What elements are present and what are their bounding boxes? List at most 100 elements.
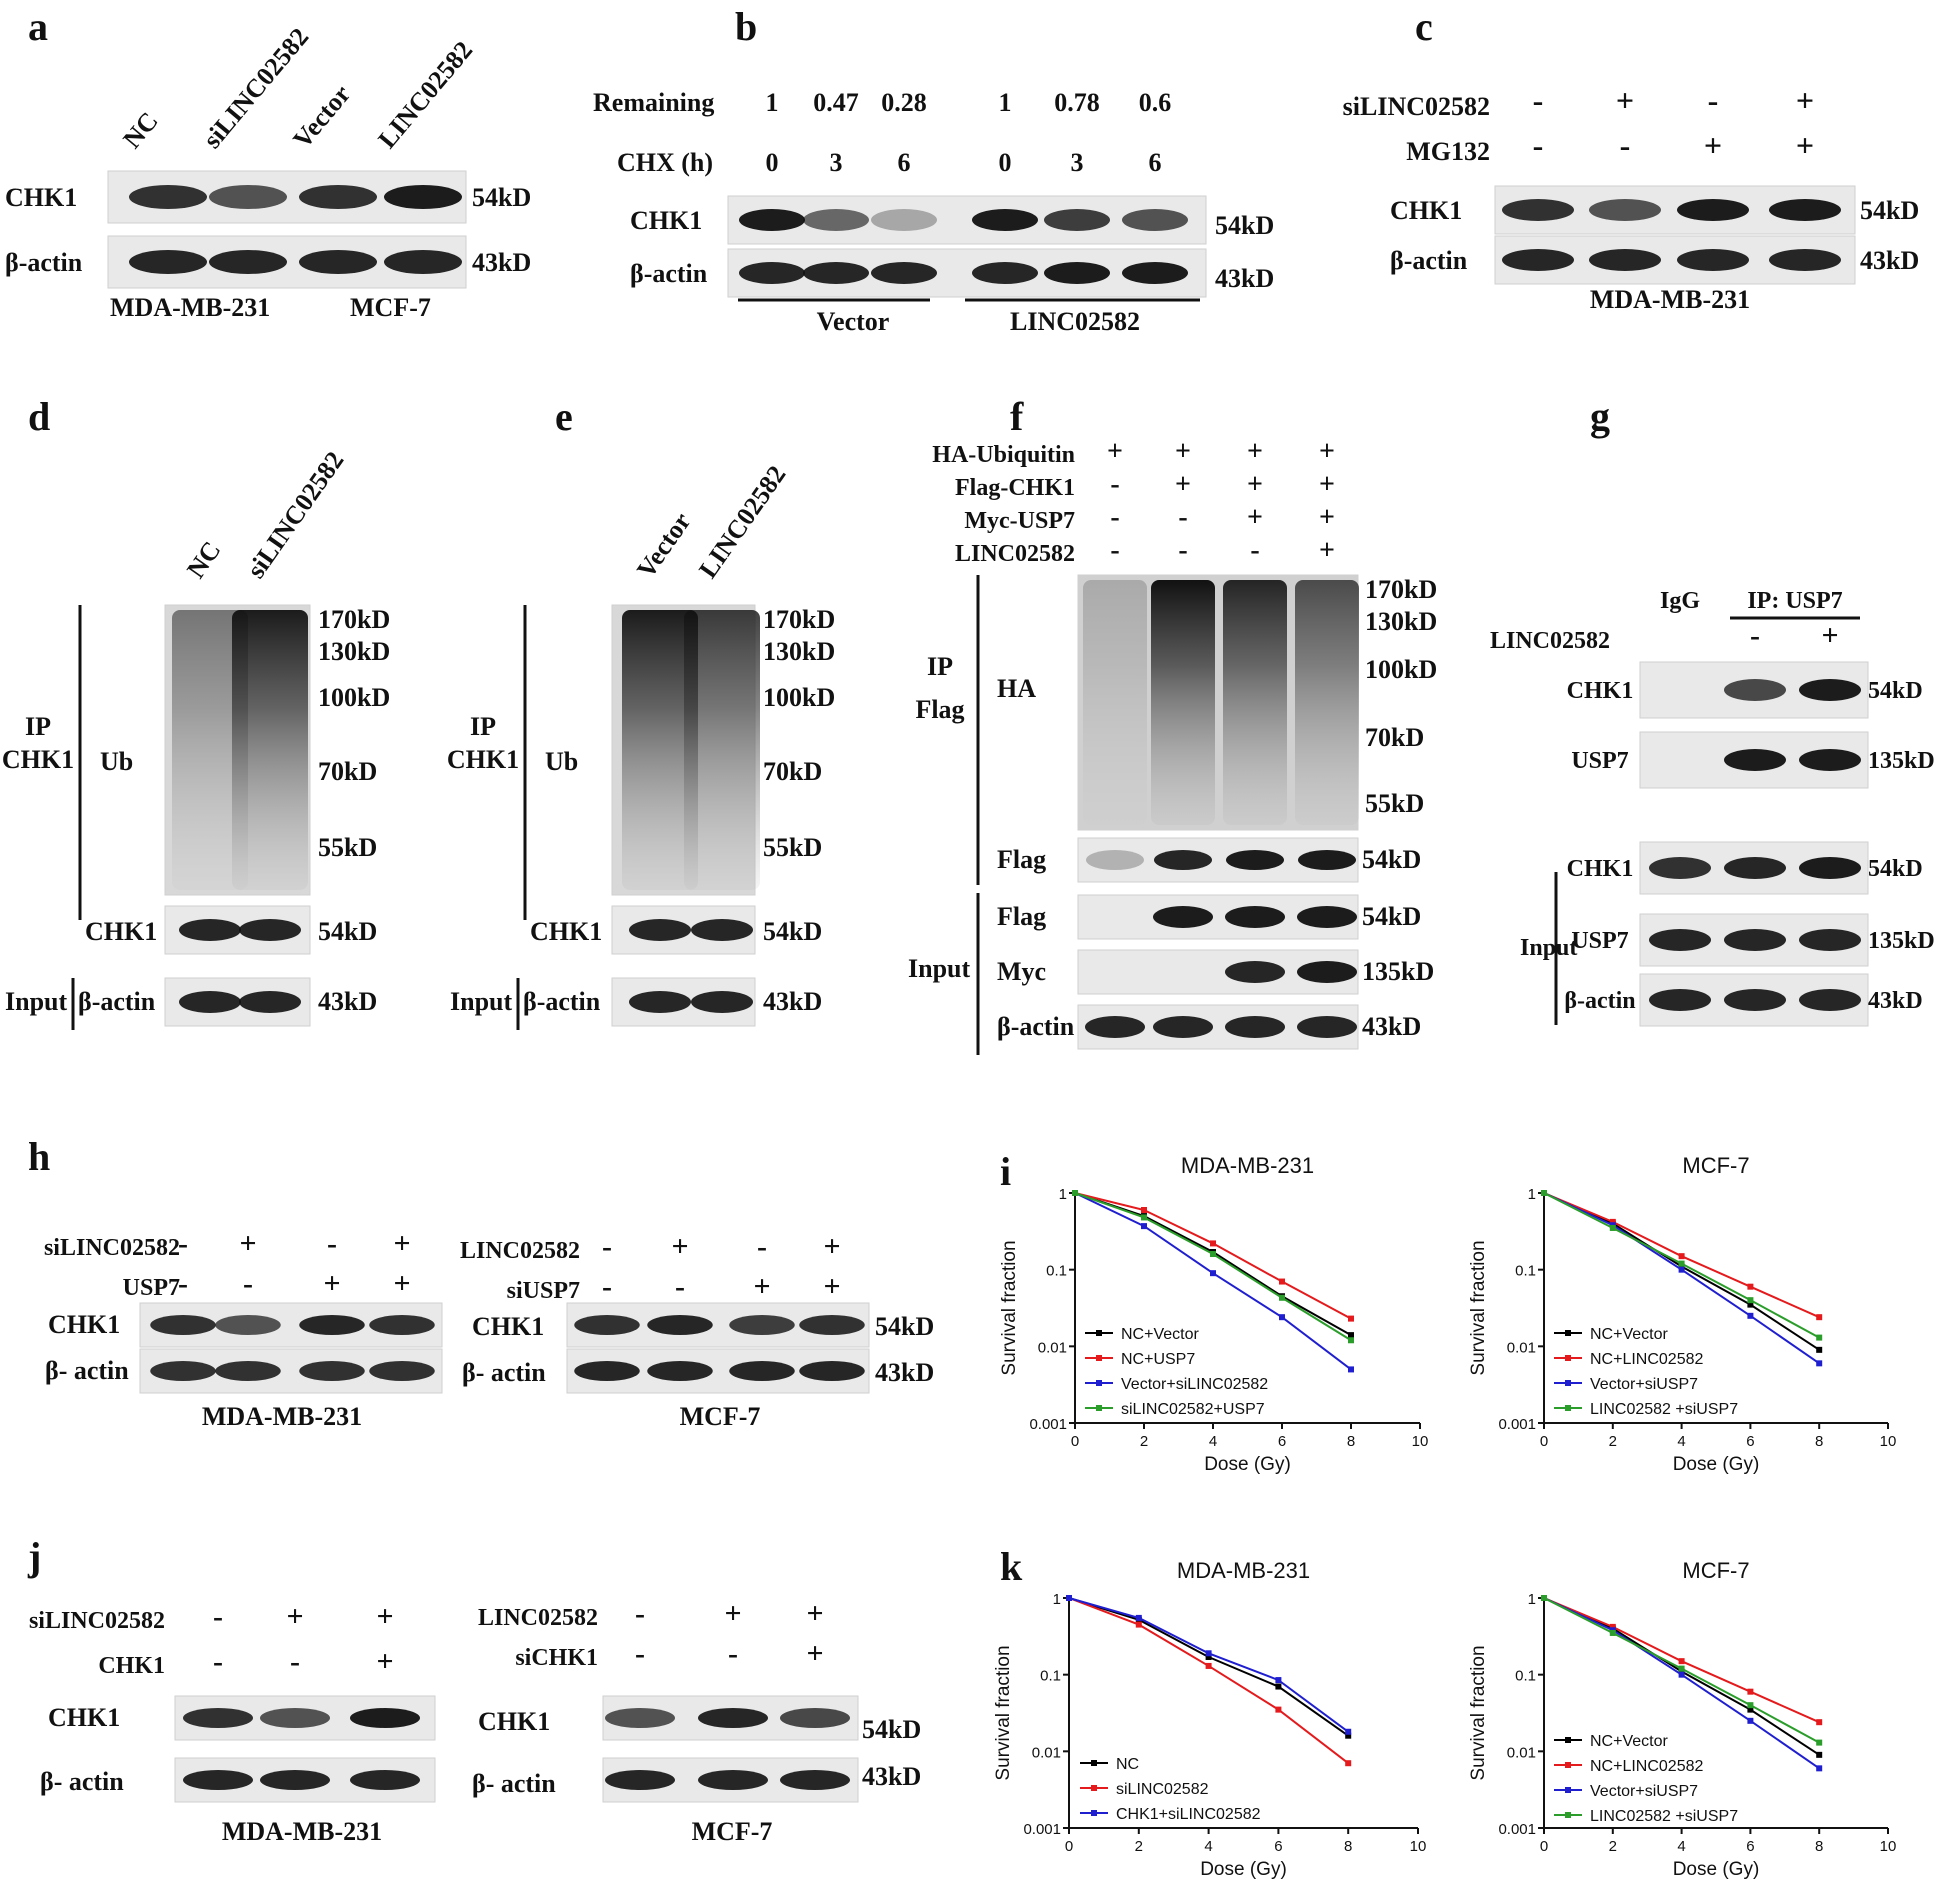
legend-entry: NC+LINC02582 [1590,1758,1704,1775]
data-point [1135,1621,1142,1628]
legend-marker [1091,1810,1097,1816]
size-marker: 43kD [875,1358,934,1387]
x-tick-label: 4 [1677,1433,1685,1450]
treatment-sign: - [1750,619,1760,652]
band-β-actin [871,262,937,284]
x-tick-label: 8 [1347,1433,1355,1450]
data-point [1205,1653,1212,1660]
x-tick-label: 8 [1815,1838,1823,1855]
panel-h-left-band [150,1361,216,1381]
band-β-actin [1225,1016,1285,1038]
x-tick-label: 0 [1540,1838,1548,1855]
size-marker: 100kD [763,683,835,712]
data-point [1816,1346,1823,1353]
row-label: β- actin [462,1358,546,1387]
y-axis-label: Survival fraction [993,1645,1014,1780]
x-tick-label: 10 [1410,1838,1427,1855]
size-marker: 43kD [862,1762,921,1791]
ip-label: IP [927,652,953,681]
y-tick-label: 0.001 [1498,1821,1536,1838]
band-CHK1 [209,185,287,209]
row-label: β-actin [1390,246,1468,275]
x-tick-label: 8 [1344,1838,1352,1855]
legend-entry: siLINC02582+USP7 [1121,1401,1265,1418]
treatment-sign: - [1178,535,1187,566]
panel-h-right-band [799,1315,865,1335]
x-tick-label: 8 [1815,1433,1823,1450]
y-tick-label: 1 [1053,1591,1061,1608]
panel-h-left-treatment-sign: + [393,1267,410,1300]
treatment-sign: - [1110,502,1119,533]
size-marker: 54kD [875,1312,934,1341]
series-line-siLINC02582+USP7 [1074,1192,1352,1342]
x-tick-label: 2 [1135,1838,1143,1855]
data-point [1747,1283,1754,1290]
data-point [1348,1337,1354,1344]
treatment-sign: + [1175,469,1191,500]
data-point [1747,1717,1754,1724]
treatment-sign: + [1704,127,1722,163]
panel-h-left-band [369,1315,435,1335]
data-point [1348,1366,1354,1373]
x-tick-label: 10 [1880,1433,1897,1450]
band-CHK1 [1649,857,1711,879]
treatment-sign: + [1319,436,1335,467]
data-point [1345,1760,1352,1767]
band-USP7 [1799,749,1861,771]
panel-h-right-treatment-sign: + [823,1230,840,1263]
band-CHK1 [179,919,241,941]
legend-entry: NC+LINC02582 [1590,1351,1704,1368]
data-point [1816,1765,1823,1772]
cell-line-label: MCF-7 [350,293,431,322]
size-marker: 70kD [763,757,822,786]
panel-letter-b: b [735,4,757,49]
panel-j-left-band [260,1708,330,1728]
band-β-actin [384,250,462,274]
legend-marker [1565,1787,1571,1793]
y-axis-label: Survival fraction [999,1240,1020,1375]
legend-marker [1091,1760,1097,1766]
panel-h-right-treatment-sign: - [757,1230,767,1263]
panel-j-right-treatment-label: siCHK1 [515,1645,598,1671]
remaining-value: 1 [999,88,1012,117]
panel-h-right-band [729,1361,795,1381]
x-tick-label: 4 [1677,1838,1685,1855]
y-tick-label: 0.1 [1040,1668,1061,1685]
data-point [1609,1218,1616,1225]
band-CHK1 [1677,199,1749,221]
treatment-sign: - [1533,127,1544,163]
remaining-value: 0.47 [813,88,859,117]
band-CHK1 [1122,209,1188,231]
size-marker: 170kD [318,605,390,634]
data-point [1205,1650,1212,1657]
size-marker: 170kD [763,605,835,634]
row-label: Myc [997,957,1046,986]
row-label: CHK1 [630,206,702,235]
data-point [1066,1595,1072,1601]
legend-entry: CHK1+siLINC02582 [1116,1806,1261,1823]
remaining-value: 0.6 [1139,88,1172,117]
input-label: Input [908,954,970,983]
size-marker: 100kD [318,683,390,712]
data-point [1348,1332,1354,1339]
legend-entry: Vector+siLINC02582 [1121,1376,1268,1393]
treatment-label: LINC02582 [955,541,1075,567]
band-CHK1 [1724,679,1786,701]
data-point [1816,1739,1823,1746]
y-tick-label: 1 [1528,1591,1536,1608]
band-Flag [1154,850,1212,870]
panel-h-left-band [150,1315,216,1335]
ha-smear [1151,580,1215,825]
input-label: Input [5,987,67,1016]
row-label: USP7 [1571,928,1628,954]
data-point [1141,1223,1147,1230]
remaining-label: Remaining [593,88,714,117]
size-marker: 43kD [1868,988,1923,1014]
panel-h-right-treatment-sign: - [602,1230,612,1263]
x-tick-label: 6 [1278,1433,1286,1450]
data-point [1345,1732,1352,1739]
treatment-sign: - [1178,502,1187,533]
band-β-actin [803,262,869,284]
band-CHK1 [629,919,691,941]
band-β-actin [739,262,805,284]
